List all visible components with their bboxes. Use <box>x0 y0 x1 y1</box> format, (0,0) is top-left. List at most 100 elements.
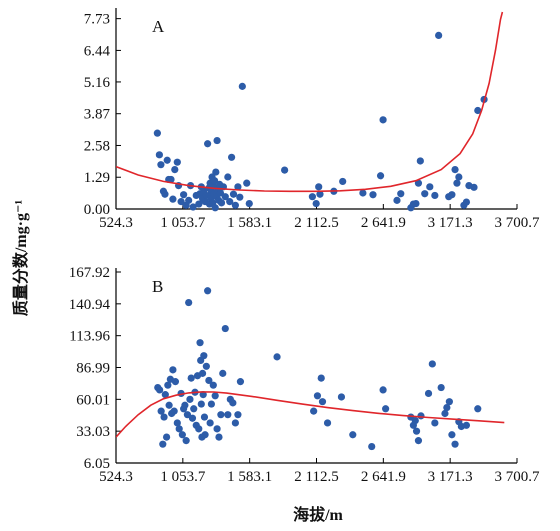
data-point <box>234 411 242 419</box>
data-point <box>153 129 161 137</box>
data-point <box>431 191 439 200</box>
trend-curve <box>116 391 505 438</box>
data-point <box>182 437 190 445</box>
data-point <box>417 412 425 420</box>
data-point <box>474 405 482 413</box>
panel-label: A <box>152 17 165 36</box>
data-point <box>163 156 171 164</box>
data-point <box>238 82 246 90</box>
y-tick-label: 2.58 <box>84 138 110 154</box>
data-point <box>224 173 232 181</box>
x-tick-label: 3 700.7 <box>495 469 541 485</box>
data-point <box>455 173 463 181</box>
x-tick-label: 3 700.7 <box>495 215 541 231</box>
data-point <box>157 407 165 415</box>
data-point <box>219 369 227 377</box>
data-point <box>448 431 456 439</box>
data-point <box>202 362 210 370</box>
data-point <box>421 190 429 198</box>
y-tick-label: 167.92 <box>69 265 110 281</box>
data-point <box>470 183 478 191</box>
data-point <box>213 425 221 433</box>
data-point <box>212 168 220 176</box>
x-tick-label: 524.3 <box>99 215 133 231</box>
data-point <box>359 189 367 197</box>
x-tick-label: 2 641.9 <box>361 215 406 231</box>
data-point <box>156 386 164 394</box>
data-point <box>226 198 234 206</box>
data-point <box>165 401 173 409</box>
data-point <box>229 399 237 407</box>
x-tick-label: 1 053.7 <box>160 469 206 485</box>
data-point <box>186 395 194 403</box>
y-tick-label: 7.73 <box>84 12 110 28</box>
data-point <box>187 374 195 382</box>
data-point <box>189 203 197 211</box>
data-point <box>339 177 347 186</box>
x-tick-label: 3 171.3 <box>428 215 473 231</box>
panel-a: 0.00 1.29 2.58 3.87 5.16 6.44 7.73 524.3 1 053.7… <box>84 8 540 231</box>
data-point <box>199 391 207 399</box>
x-tick-label: 524.3 <box>99 469 133 485</box>
data-point <box>382 405 390 413</box>
data-point <box>207 400 216 408</box>
y-tick-label: 140.94 <box>69 297 111 313</box>
data-point <box>157 161 165 169</box>
x-axis-title: 海拔/m <box>293 505 343 524</box>
data-point <box>474 106 482 115</box>
data-point <box>313 392 322 400</box>
data-point <box>316 190 324 198</box>
data-point <box>368 442 376 451</box>
panel-b: 6.05 33.03 60.01 86.99 113.96 140.94 167.92 524… <box>69 265 540 485</box>
data-point <box>228 153 236 161</box>
y-tick-label: 5.16 <box>84 75 111 91</box>
data-point <box>243 179 251 187</box>
y-tick-label: 60.01 <box>76 392 110 408</box>
y-axis-title: 质量分数/mg·g⁻¹ <box>11 200 30 317</box>
data-point <box>234 183 242 191</box>
y-tick-label: 86.99 <box>76 360 110 376</box>
data-point <box>397 190 405 198</box>
data-point <box>185 196 193 204</box>
x-tick-label: 3 171.3 <box>428 469 473 485</box>
data-point <box>428 360 436 368</box>
data-point <box>173 158 181 166</box>
y-tick-label: 1.29 <box>84 170 110 186</box>
data-point <box>211 204 219 212</box>
data-point <box>312 199 320 208</box>
x-tick-label: 1 583.1 <box>227 215 272 231</box>
data-point <box>180 191 188 199</box>
data-point <box>162 433 171 441</box>
data-point <box>169 195 177 203</box>
data-point <box>195 200 203 208</box>
data-point <box>445 398 453 406</box>
data-point <box>213 136 221 145</box>
data-point <box>198 369 207 377</box>
data-point <box>217 411 225 419</box>
data-point <box>164 381 172 389</box>
data-point <box>190 405 198 413</box>
data-point <box>412 199 420 208</box>
data-point <box>201 431 209 439</box>
data-point <box>315 183 323 191</box>
data-point <box>462 198 471 206</box>
data-point <box>318 398 327 406</box>
data-point <box>229 190 238 198</box>
data-point <box>443 404 451 412</box>
y-tick-label: 0.00 <box>84 202 110 218</box>
data-point <box>204 140 212 148</box>
data-point <box>224 411 232 419</box>
x-tick-label: 2 641.9 <box>361 469 406 485</box>
data-point <box>349 431 357 439</box>
data-point <box>323 419 332 427</box>
data-point <box>196 339 204 347</box>
data-point <box>181 401 189 409</box>
x-tick-label: 1 583.1 <box>227 469 272 485</box>
data-point <box>393 196 401 204</box>
data-point <box>453 179 461 187</box>
data-point <box>210 177 219 185</box>
data-point <box>169 366 177 374</box>
data-point <box>236 378 245 386</box>
data-point <box>171 378 180 386</box>
data-point <box>183 411 192 419</box>
